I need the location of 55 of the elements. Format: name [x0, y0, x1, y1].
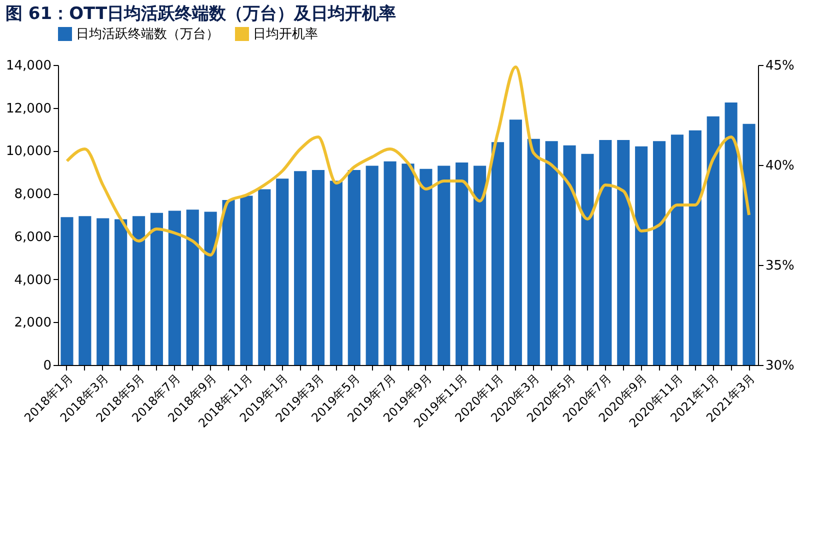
bar — [617, 140, 630, 365]
bar — [348, 170, 360, 365]
y-tick-label: 14,000 — [6, 58, 52, 74]
bar — [635, 146, 648, 365]
bar — [474, 166, 486, 365]
bar — [402, 164, 414, 365]
y-tick-label: 12,000 — [6, 101, 52, 116]
bar — [312, 170, 325, 365]
bar — [132, 216, 146, 365]
bar — [527, 138, 540, 365]
bar — [78, 216, 92, 365]
legend-label: 日均活跃终端数（万台） — [76, 27, 219, 42]
legend-label: 日均开机率 — [253, 26, 318, 42]
y-tick-label: 0 — [43, 358, 52, 374]
bar — [420, 168, 432, 365]
bar — [688, 130, 702, 365]
bar — [276, 178, 289, 365]
bar — [438, 166, 450, 365]
y-tick-label: 10,000 — [6, 144, 52, 160]
chart-title: 图 61：OTT日均活跃终端数（万台）及日均开机率 — [6, 4, 396, 24]
bar — [330, 180, 342, 365]
bar — [150, 212, 163, 365]
y-tick-label: 4,000 — [14, 272, 52, 288]
bar — [599, 140, 612, 365]
bar — [724, 102, 738, 365]
bar — [581, 154, 594, 365]
bar — [204, 212, 217, 365]
bar — [258, 189, 271, 365]
bar — [114, 219, 128, 365]
bar — [366, 166, 378, 365]
bar — [670, 134, 684, 365]
bar — [545, 141, 558, 365]
bar — [96, 218, 110, 365]
bar — [294, 171, 307, 365]
bar — [742, 124, 756, 365]
y2-tick-label: 30% — [766, 358, 794, 374]
bar — [60, 217, 74, 365]
y2-tick-label: 35% — [766, 258, 794, 274]
y-tick-label: 2,000 — [14, 316, 52, 331]
bar — [706, 116, 720, 365]
bar — [653, 141, 666, 365]
y-tick-label: 6,000 — [14, 230, 52, 245]
bar — [168, 210, 181, 365]
y2-tick-label: 40% — [766, 158, 794, 174]
bar — [222, 200, 235, 365]
y2-tick-label: 45% — [766, 58, 794, 74]
bar — [563, 145, 576, 365]
bar — [240, 196, 253, 365]
line-series — [65, 66, 751, 256]
bar — [509, 120, 522, 365]
bar — [186, 210, 199, 365]
bar — [384, 161, 396, 365]
y-tick-label: 8,000 — [14, 187, 52, 202]
bar — [491, 142, 504, 365]
bar — [456, 162, 468, 365]
